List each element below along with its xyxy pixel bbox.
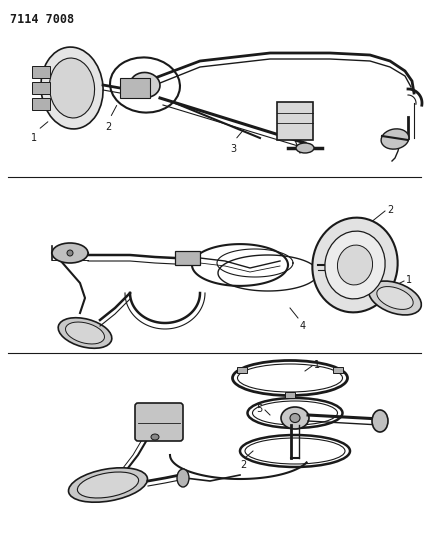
Bar (285, 392, 295, 398)
Ellipse shape (281, 407, 309, 429)
Text: 1: 1 (314, 360, 320, 370)
Ellipse shape (66, 322, 105, 344)
Text: 4: 4 (300, 321, 306, 331)
Ellipse shape (52, 243, 88, 263)
Text: 7114 7008: 7114 7008 (10, 13, 74, 26)
Bar (32, 66, 50, 78)
FancyBboxPatch shape (135, 403, 183, 441)
Bar (277, 102, 313, 140)
Ellipse shape (325, 231, 385, 299)
Ellipse shape (177, 469, 189, 487)
Text: 2: 2 (105, 122, 111, 132)
Ellipse shape (296, 143, 314, 153)
Bar (32, 98, 50, 110)
Ellipse shape (49, 58, 94, 118)
Bar (237, 367, 248, 373)
Ellipse shape (369, 281, 421, 315)
Ellipse shape (58, 318, 112, 348)
Bar (332, 367, 343, 373)
Bar (32, 82, 50, 94)
Ellipse shape (381, 129, 409, 149)
Text: 2: 2 (240, 460, 246, 470)
Ellipse shape (77, 472, 139, 498)
Bar (120, 78, 150, 98)
Ellipse shape (151, 434, 159, 440)
Ellipse shape (67, 250, 73, 256)
Text: 1: 1 (406, 275, 412, 285)
Ellipse shape (41, 47, 103, 129)
Ellipse shape (69, 468, 148, 502)
Ellipse shape (372, 410, 388, 432)
Ellipse shape (290, 414, 300, 423)
Bar (175, 251, 200, 265)
Ellipse shape (338, 245, 372, 285)
Text: 5: 5 (256, 404, 262, 414)
Text: 1: 1 (31, 133, 37, 143)
Text: 2: 2 (387, 205, 393, 215)
Ellipse shape (312, 217, 398, 312)
Ellipse shape (377, 287, 413, 310)
Text: 3: 3 (230, 144, 236, 154)
Ellipse shape (130, 72, 160, 98)
